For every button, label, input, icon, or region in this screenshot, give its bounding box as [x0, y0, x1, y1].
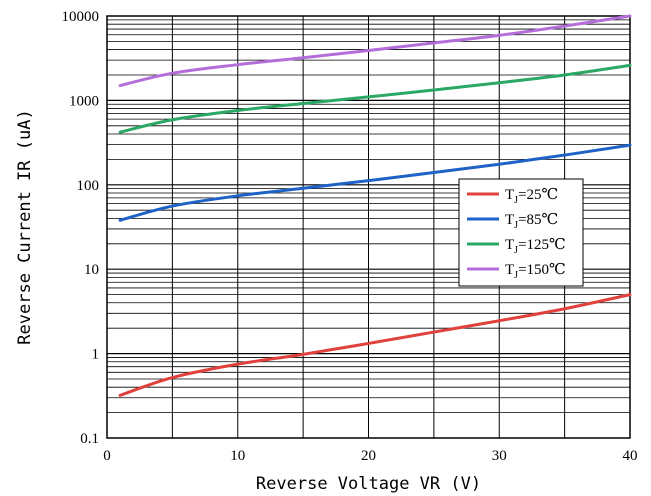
y-axis-title: Reverse Current IR (uA)	[15, 109, 35, 344]
legend-label-main: T	[505, 262, 514, 278]
legend-label-2: TJ=125℃	[505, 237, 566, 256]
series-line-2	[118, 63, 632, 134]
series-line-0	[118, 293, 632, 397]
legend-label-3: TJ=150℃	[505, 262, 566, 281]
y-tick-label: 10000	[62, 9, 100, 25]
series-lines	[118, 14, 632, 397]
x-tick-label: 30	[492, 448, 507, 464]
legend-label-sub: J	[514, 220, 518, 231]
series-line-1	[118, 143, 632, 222]
x-tick-label: 10	[230, 448, 245, 464]
legend-label-1: TJ=85℃	[505, 212, 558, 231]
legend-label-rest: =85℃	[518, 212, 558, 228]
y-tick-label: 0.1	[80, 431, 99, 447]
y-tick-labels: 0.1 1 10 100 1000 10000	[62, 9, 100, 447]
legend-label-main: T	[505, 187, 514, 203]
x-tick-label: 20	[361, 448, 376, 464]
legend-label-rest: =125℃	[518, 237, 566, 253]
legend-label-sub: J	[514, 245, 518, 256]
x-tick-label: 0	[103, 448, 111, 464]
legend: TJ=25℃TJ=85℃TJ=125℃TJ=150℃	[458, 178, 584, 287]
y-tick-label: 1	[92, 347, 100, 363]
legend-label-sub: J	[514, 270, 518, 281]
y-tick-label: 10	[84, 262, 99, 278]
x-axis-title: Reverse Voltage VR (V)	[256, 474, 481, 494]
x-tick-labels: 0 10 20 30 40	[103, 448, 637, 464]
plot-frame	[106, 15, 631, 439]
y-tick-label: 100	[77, 178, 100, 194]
legend-label-0: TJ=25℃	[505, 187, 558, 206]
y-tick-label: 1000	[69, 93, 99, 109]
legend-label-main: T	[505, 237, 514, 253]
legend-label-rest: =150℃	[518, 262, 566, 278]
series-line-3	[118, 14, 632, 88]
legend-label-main: T	[505, 212, 514, 228]
legend-label-sub: J	[514, 195, 518, 206]
x-tick-label: 40	[623, 448, 638, 464]
legend-label-rest: =25℃	[518, 187, 558, 203]
